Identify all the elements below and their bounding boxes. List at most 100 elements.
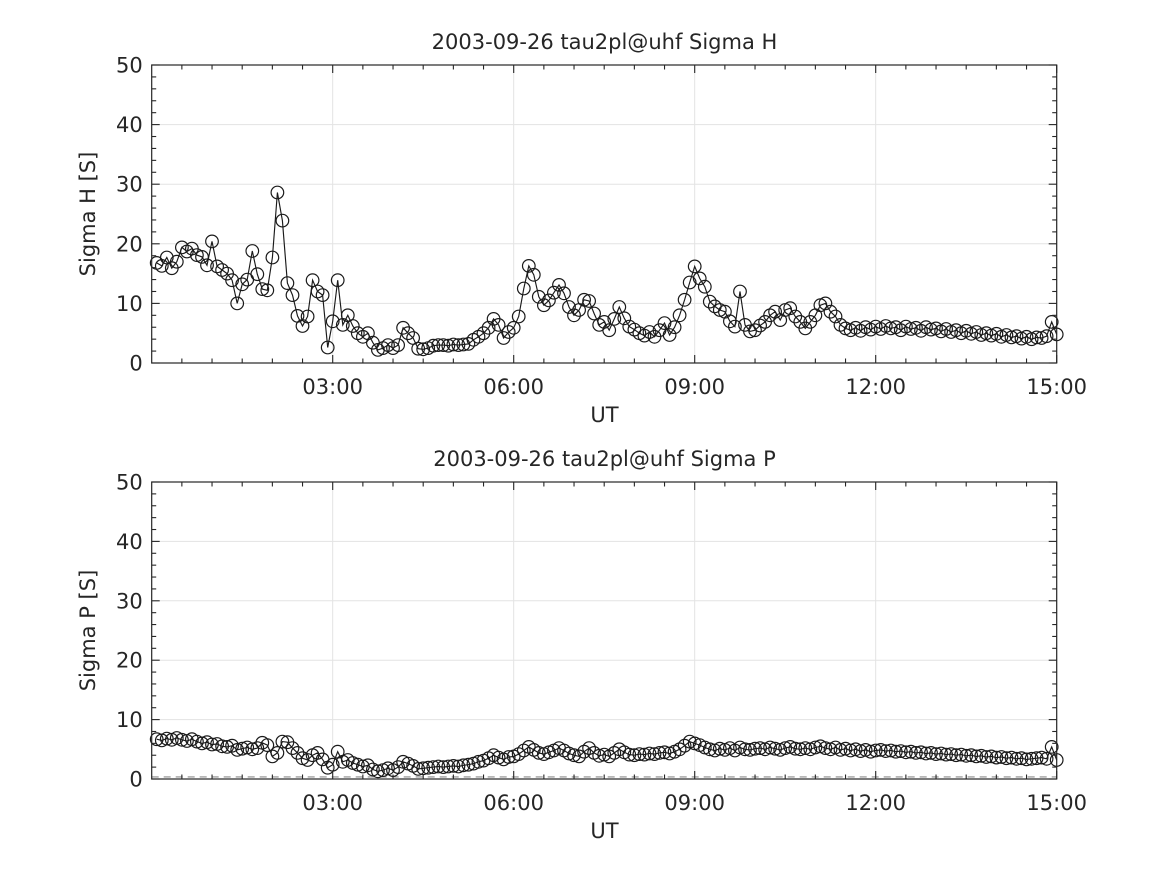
- data-point-marker: [899, 745, 913, 760]
- data-point-marker: [748, 323, 762, 338]
- y-tick-label: 30: [116, 173, 143, 197]
- data-point-marker: [788, 309, 803, 324]
- data-point-marker: [305, 273, 320, 288]
- data-point-marker: [934, 746, 948, 761]
- data-point-marker: [763, 740, 777, 755]
- data-point-marker: [235, 277, 250, 292]
- data-point-marker: [401, 326, 416, 341]
- data-point-marker: [572, 749, 586, 764]
- data-point-marker: [491, 318, 506, 332]
- data-point-marker: [250, 267, 265, 282]
- data-point-marker: [904, 322, 918, 336]
- y-tick-label: 50: [116, 54, 143, 78]
- data-point-marker: [823, 304, 838, 319]
- data-point-marker: [692, 271, 707, 286]
- data-point-marker: [1024, 751, 1039, 766]
- data-point-marker: [1039, 329, 1054, 344]
- data-point-marker: [612, 300, 627, 314]
- data-point-marker: [195, 736, 209, 751]
- data-point-marker: [989, 750, 1004, 765]
- data-point-marker: [391, 338, 406, 353]
- data-point-marker: [657, 745, 672, 760]
- data-point-marker: [315, 288, 330, 303]
- data-point-marker: [944, 747, 958, 761]
- sigma-h-plot-area: 03:00 06:00 09:00 12:00 15:00 0 10 20 30 40 50: [116, 54, 1087, 400]
- data-point-marker: [738, 742, 752, 757]
- data-point-marker: [471, 754, 486, 769]
- data-point-marker: [516, 743, 531, 758]
- data-point-marker: [431, 338, 446, 353]
- data-point-marker: [828, 309, 843, 324]
- data-point-marker: [416, 342, 431, 357]
- data-point-marker: [753, 741, 767, 755]
- data-point-marker: [345, 319, 360, 333]
- data-point-marker: [914, 323, 928, 338]
- y-tick-label: 10: [116, 292, 143, 316]
- data-point-marker: [481, 320, 496, 335]
- data-point-marker: [743, 324, 757, 339]
- sigma-p-title: 2003-09-26 tau2pl@uhf Sigma P: [433, 447, 776, 471]
- data-point-marker: [245, 244, 260, 258]
- data-point-marker: [265, 250, 280, 265]
- data-point-marker: [733, 284, 747, 299]
- data-point-marker: [446, 337, 461, 352]
- data-point-marker: [567, 308, 581, 323]
- data-point-marker: [320, 340, 335, 355]
- data-point-marker: [728, 319, 742, 334]
- data-point-marker: [516, 281, 531, 296]
- x-tick-label: 12:00: [845, 375, 906, 399]
- data-point-marker: [868, 743, 883, 758]
- data-point-marker: [883, 321, 898, 336]
- data-point-marker: [582, 741, 596, 755]
- data-point-marker: [954, 747, 969, 762]
- data-point-marker: [290, 746, 305, 760]
- data-point-marker: [577, 744, 591, 759]
- data-point-marker: [325, 314, 340, 329]
- data-point-marker: [361, 758, 375, 773]
- data-point-marker: [506, 320, 521, 335]
- data-point-marker: [677, 292, 692, 307]
- data-point-marker: [652, 746, 667, 760]
- data-point-marker: [818, 741, 833, 755]
- data-point-marker: [431, 759, 446, 774]
- data-point-marker: [969, 749, 984, 764]
- data-point-marker: [451, 759, 466, 774]
- data-point-marker: [441, 338, 456, 353]
- data-point-marker: [270, 746, 285, 760]
- data-point-marker: [843, 743, 858, 758]
- data-point-marker: [723, 314, 737, 329]
- data-point-marker: [979, 750, 994, 764]
- data-point-marker: [592, 748, 607, 763]
- data-point-marker: [567, 748, 581, 763]
- data-point-marker: [833, 743, 848, 757]
- data-point-marker: [577, 292, 591, 307]
- x-tick-label: 15:00: [1026, 791, 1087, 815]
- data-point-marker: [672, 742, 687, 757]
- data-point-marker: [883, 743, 898, 758]
- data-point-marker: [919, 746, 933, 761]
- data-point-marker: [300, 753, 315, 767]
- data-point-marker: [672, 308, 687, 323]
- data-point-marker: [225, 738, 240, 753]
- data-point-marker: [607, 746, 622, 760]
- data-point-marker: [647, 747, 662, 761]
- data-point-marker: [914, 745, 928, 760]
- data-point-marker: [275, 213, 290, 228]
- sigma-p-ylabel: Sigma P [S]: [76, 570, 100, 692]
- y-tick-label: 40: [116, 530, 143, 554]
- data-point-marker: [904, 744, 918, 759]
- data-point-marker: [260, 283, 275, 298]
- data-point-marker: [1009, 751, 1024, 766]
- sigma-p-plot-area: 03:00 06:00 09:00 12:00 15:00 0 10 20 30 40 50: [116, 471, 1087, 816]
- axes-box: [151, 481, 1058, 780]
- data-point-marker: [542, 293, 556, 308]
- data-point-marker: [974, 748, 989, 763]
- x-tick-label: 09:00: [664, 375, 725, 399]
- data-point-marker: [391, 760, 406, 774]
- data-point-marker: [285, 288, 300, 303]
- data-point-marker: [682, 275, 697, 290]
- data-point-marker: [949, 748, 963, 763]
- data-point-marker: [356, 759, 370, 774]
- data-point-marker: [853, 744, 868, 758]
